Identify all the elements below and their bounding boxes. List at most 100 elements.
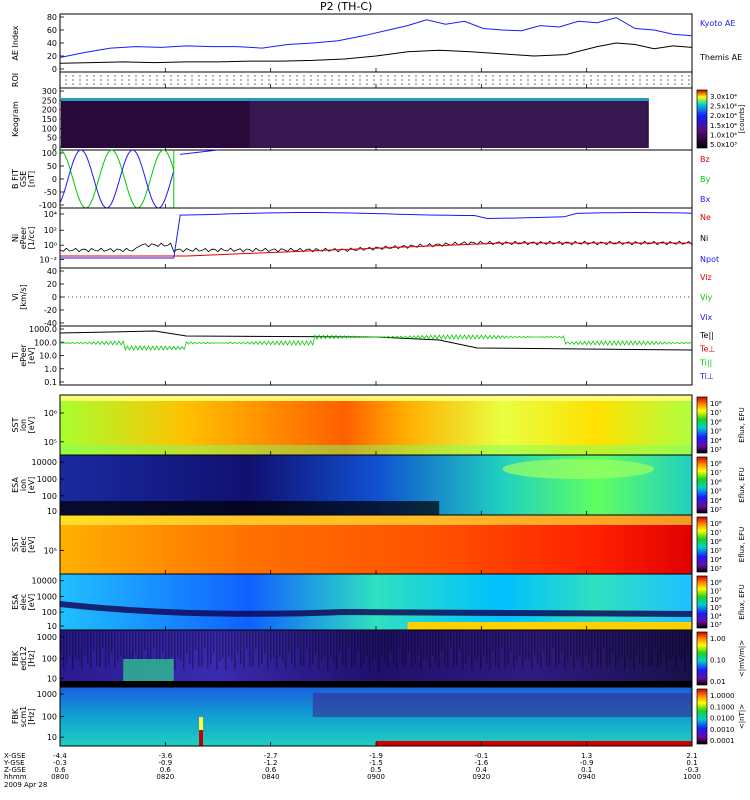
density-legend-1: Ni	[700, 234, 708, 243]
fbk-e-stripe	[363, 630, 365, 664]
roi-dot	[387, 83, 389, 85]
velocity-ytick-4: -40	[44, 319, 57, 328]
roi-dot	[233, 75, 235, 77]
fbk-e-stripe	[138, 630, 140, 664]
fbk_b-cbtick-2: 0.0100	[710, 715, 735, 723]
roi-dot	[107, 83, 109, 85]
roi-dot	[184, 79, 186, 81]
velocity-ytick-0: 40	[47, 267, 57, 276]
roi-dot	[499, 79, 501, 81]
fbk-e-stripe	[414, 630, 416, 663]
roi-dot	[296, 75, 298, 77]
roi-dot	[415, 83, 417, 85]
fbk-e-stripe	[135, 630, 137, 655]
fbk_b-ytick-0: 1000	[37, 690, 57, 699]
roi-dot	[282, 75, 284, 77]
fbk-e-stripe	[576, 630, 578, 659]
fbk-e-stripe	[132, 630, 134, 670]
roi-dot	[233, 79, 235, 81]
roi-dot	[380, 75, 382, 77]
fbk-e-stripe	[462, 630, 464, 670]
bfit-legend-0: Bz	[700, 155, 710, 164]
fbk-e-stripe	[501, 630, 503, 648]
fbk-e-stripe	[678, 630, 680, 658]
sst-elec-top-band	[60, 515, 692, 525]
roi-dot	[114, 83, 116, 85]
axis-tick-t-3: 0900	[367, 773, 385, 781]
fbk-e-stripe	[186, 630, 188, 654]
fbk-e-stripe	[264, 630, 266, 654]
roi-dot	[660, 75, 662, 77]
fbk-e-stripe	[279, 630, 281, 657]
density-ytick-3: 10⁻²	[39, 256, 57, 265]
roi-dot	[520, 83, 522, 85]
fbk_b-colorbar	[696, 688, 708, 745]
roi-dot	[422, 79, 424, 81]
roi-dot	[478, 75, 480, 77]
roi-dot	[569, 79, 571, 81]
roi-dot	[429, 83, 431, 85]
fbk-e-stripe	[378, 630, 380, 670]
roi-dot	[541, 79, 543, 81]
roi-dot	[471, 75, 473, 77]
fbk-e-stripe	[528, 630, 530, 660]
roi-dot	[422, 83, 424, 85]
fbk-e-stripe	[645, 630, 647, 650]
bfit-ytick-3: -50	[44, 188, 57, 197]
axis-tick-t-2: 0840	[262, 773, 280, 781]
axis-tick-z-2: 0.6	[265, 766, 277, 774]
fbk-e-stripe	[198, 630, 200, 667]
roi-dot	[520, 75, 522, 77]
bfit-legend-2: Bx	[700, 195, 710, 204]
roi-dot	[492, 83, 494, 85]
roi-dot	[681, 79, 683, 81]
fbk-e-stripe	[162, 630, 164, 653]
fbk-e-stripe	[291, 630, 293, 665]
keogram-ylabel-0: Keogram	[11, 101, 20, 137]
fbk-e-stripe	[360, 630, 362, 669]
axis-row-label-1: Y-GSE	[3, 759, 25, 767]
fbk-e-stripe	[453, 630, 455, 668]
fbk-e-stripe	[582, 630, 584, 670]
roi-dot	[240, 75, 242, 77]
bfit-bx	[180, 149, 219, 155]
fbk-e-stripe	[483, 630, 485, 656]
bfit-ylabel-2: [nT]	[27, 171, 36, 187]
velocity-ytick-3: -20	[44, 306, 57, 315]
roi-dot	[240, 79, 242, 81]
roi-dot	[65, 79, 67, 81]
fbk-e-stripe	[438, 630, 440, 670]
roi-dot	[226, 83, 228, 85]
esa_elec-ylabel-2: [eV]	[27, 594, 36, 611]
sst_ion-ylabel-1: ion	[19, 419, 28, 431]
temperature-frame	[59, 325, 693, 386]
roi-dot	[254, 75, 256, 77]
axis-tick-y-3: -1.5	[369, 759, 383, 767]
keogram-cbtick-3: 1.5x10⁴	[710, 122, 737, 130]
roi-dot	[639, 79, 641, 81]
esa-elec-hot-band	[407, 622, 692, 630]
roi-dot	[394, 75, 396, 77]
roi-dot	[534, 83, 536, 85]
fbk-e-stripe	[522, 630, 524, 670]
roi-dot	[156, 79, 158, 81]
esa_elec-cbtick-4: 10⁴	[710, 613, 722, 621]
roi-dot	[639, 83, 641, 85]
temperature-ytick-2: 10.0	[39, 352, 57, 361]
esa_elec-ylabel-1: elec	[19, 594, 28, 610]
bfit-ylabel-1: GSE	[19, 171, 28, 187]
fbk-e-stripe	[357, 630, 359, 651]
roi-dot	[324, 83, 326, 85]
fbk-e-stripe	[237, 630, 239, 654]
fbk-e-stripe	[168, 630, 170, 662]
roi-dot	[205, 83, 207, 85]
sst_ion-colorbar	[696, 396, 708, 454]
fbk-e-stripe	[447, 630, 449, 668]
sst_elec-cbtick-4: 10⁴	[710, 556, 722, 564]
roi-dot	[471, 79, 473, 81]
roi-dot	[163, 79, 165, 81]
fbk-e-stripe	[633, 630, 635, 670]
fbk-e-stripe	[459, 630, 461, 652]
fbk-e-stripe	[444, 630, 446, 666]
roi-dot	[338, 79, 340, 81]
